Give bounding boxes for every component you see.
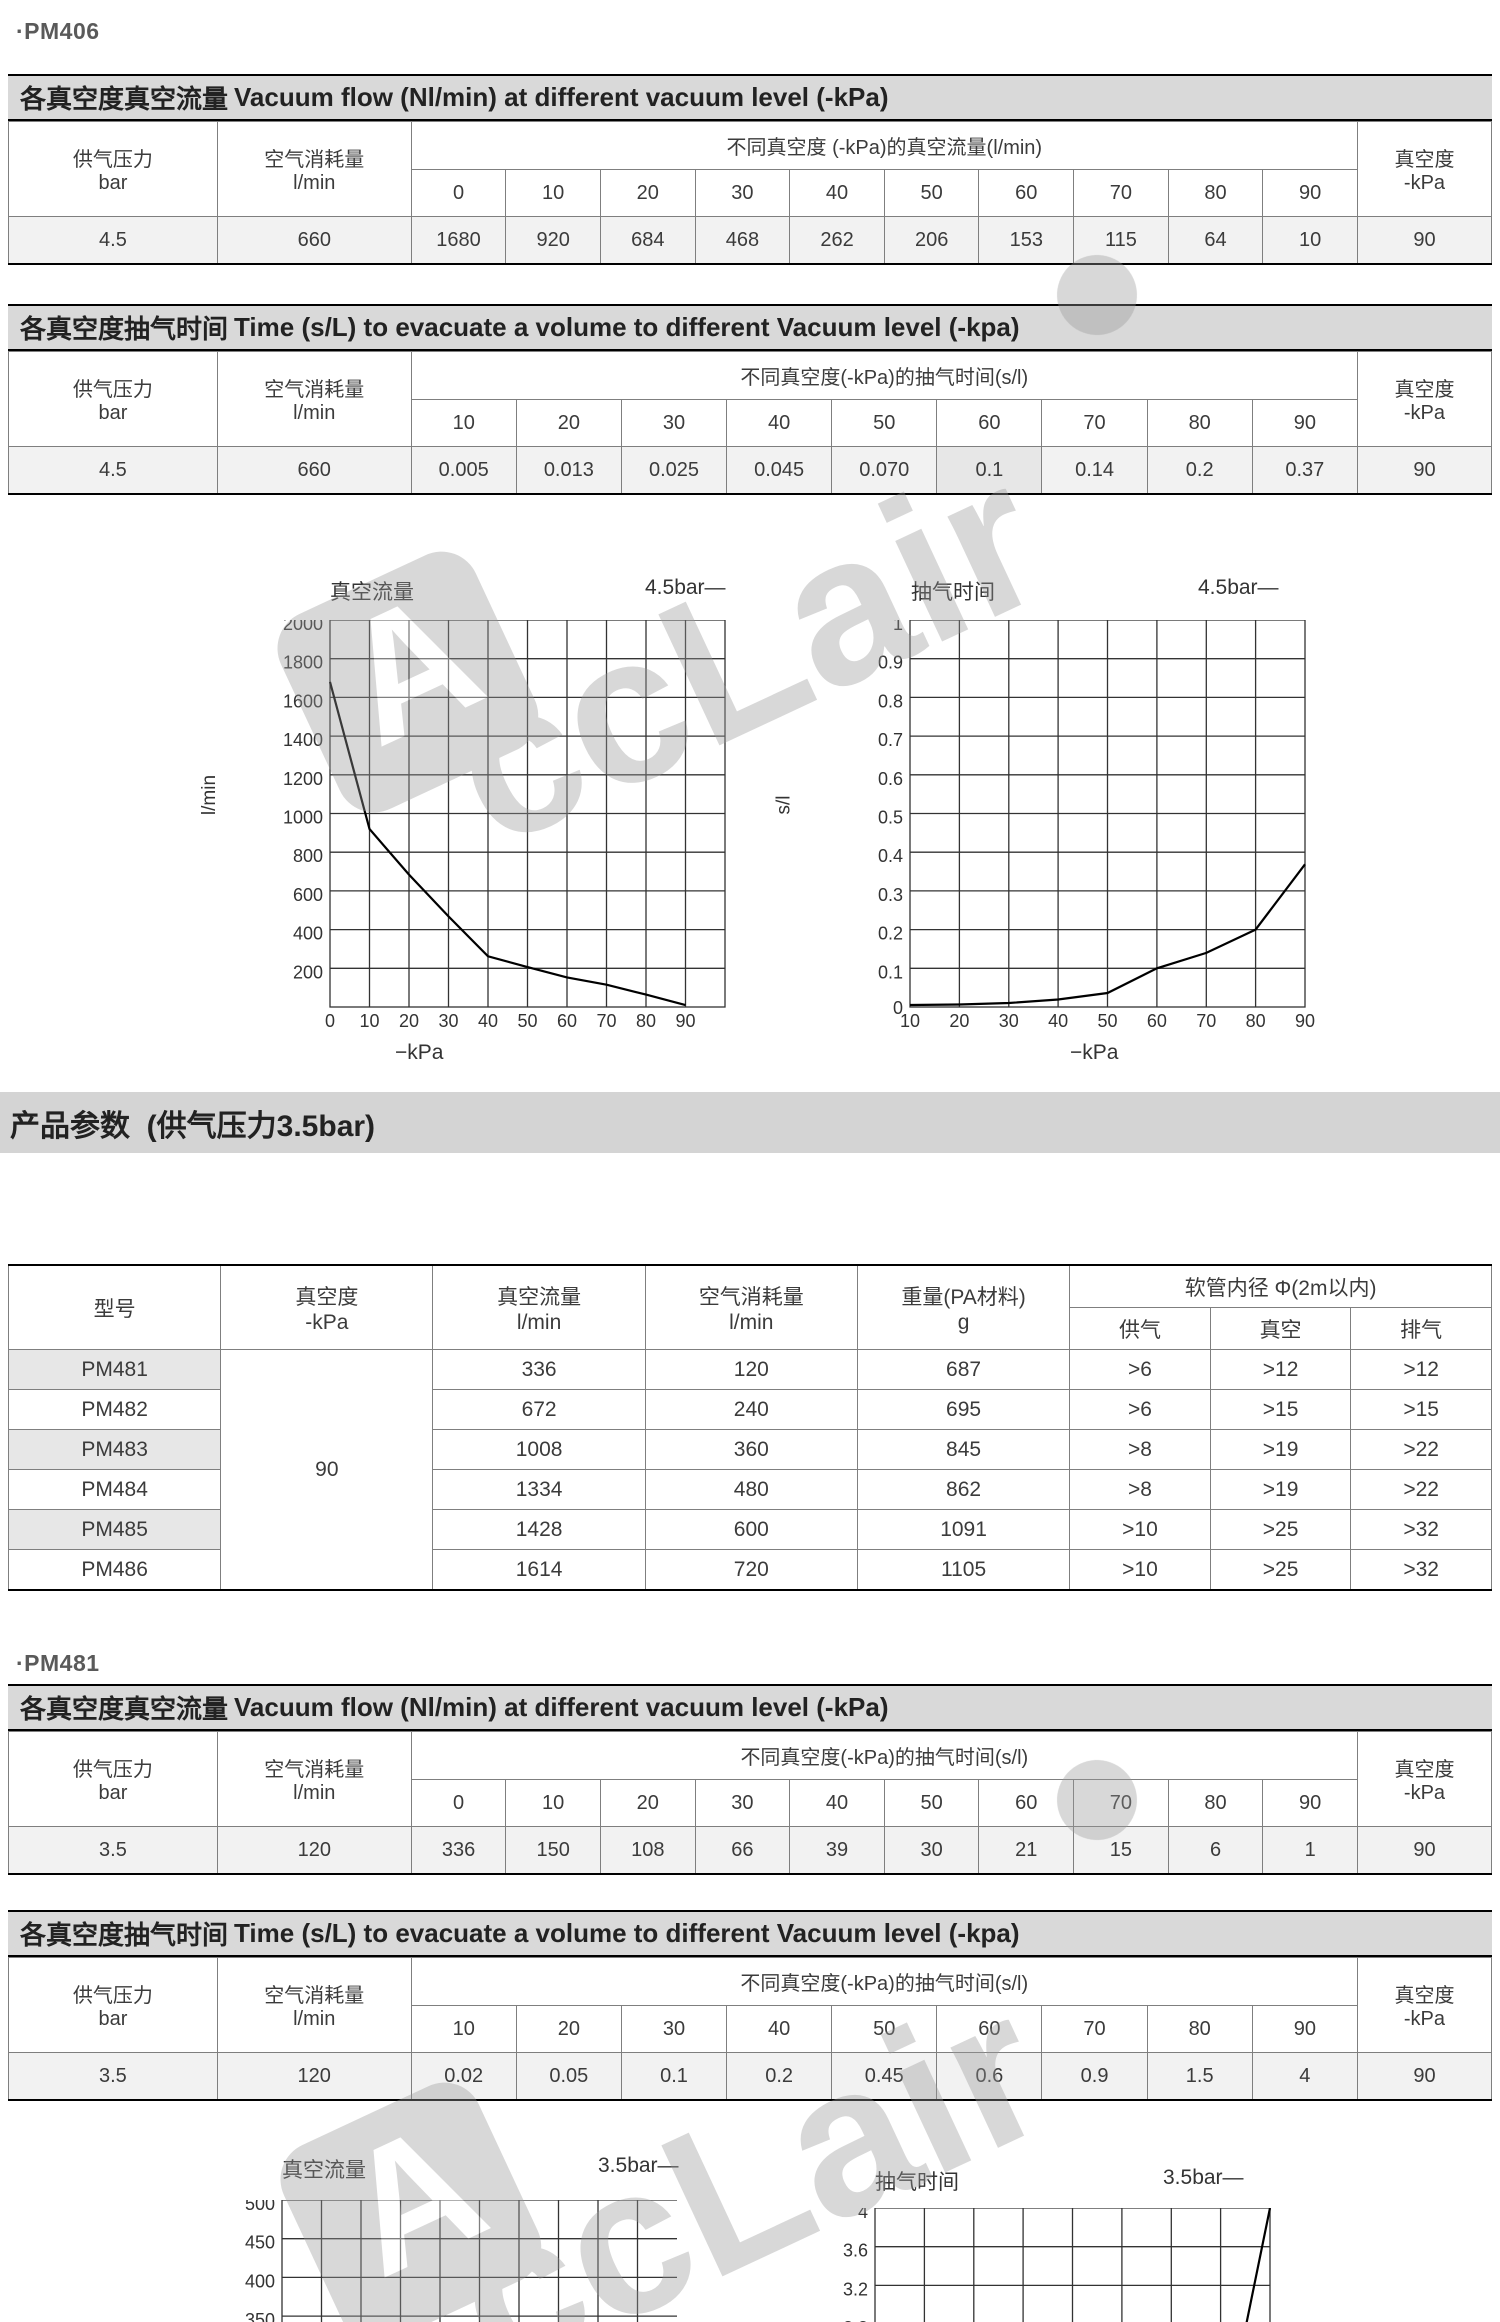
svg-text:1800: 1800 — [283, 653, 323, 673]
svg-text:0.5: 0.5 — [878, 808, 903, 828]
svg-text:80: 80 — [1246, 1011, 1266, 1031]
svg-text:0.4: 0.4 — [878, 846, 903, 866]
svg-text:200: 200 — [293, 962, 323, 982]
svg-text:40: 40 — [1048, 1011, 1068, 1031]
svg-text:0.2: 0.2 — [878, 924, 903, 944]
svg-text:70: 70 — [596, 1011, 616, 1031]
svg-text:3.6: 3.6 — [843, 2241, 868, 2261]
svg-text:350: 350 — [245, 2310, 275, 2322]
svg-text:4: 4 — [858, 2208, 868, 2222]
svg-text:3.2: 3.2 — [843, 2279, 868, 2299]
svg-text:500: 500 — [245, 2200, 275, 2214]
svg-text:0.6: 0.6 — [878, 769, 903, 789]
svg-text:0.3: 0.3 — [878, 885, 903, 905]
svg-text:0.7: 0.7 — [878, 730, 903, 750]
svg-text:450: 450 — [245, 2233, 275, 2253]
svg-text:0.1: 0.1 — [878, 962, 903, 982]
svg-text:1200: 1200 — [283, 769, 323, 789]
svg-text:0: 0 — [325, 1011, 335, 1031]
svg-text:80: 80 — [636, 1011, 656, 1031]
svg-text:400: 400 — [293, 924, 323, 944]
svg-text:400: 400 — [245, 2271, 275, 2291]
svg-text:50: 50 — [517, 1011, 537, 1031]
svg-text:800: 800 — [293, 846, 323, 866]
svg-text:1400: 1400 — [283, 730, 323, 750]
svg-text:2.8: 2.8 — [843, 2318, 868, 2322]
svg-text:600: 600 — [293, 885, 323, 905]
svg-text:20: 20 — [949, 1011, 969, 1031]
svg-text:10: 10 — [359, 1011, 379, 1031]
svg-text:60: 60 — [557, 1011, 577, 1031]
svg-text:0.8: 0.8 — [878, 691, 903, 711]
svg-text:30: 30 — [999, 1011, 1019, 1031]
svg-text:1000: 1000 — [283, 808, 323, 828]
svg-text:30: 30 — [438, 1011, 458, 1031]
svg-text:1: 1 — [893, 620, 903, 634]
svg-text:0.9: 0.9 — [878, 653, 903, 673]
svg-text:1600: 1600 — [283, 691, 323, 711]
svg-text:2000: 2000 — [283, 620, 323, 634]
svg-text:90: 90 — [1295, 1011, 1315, 1031]
svg-text:60: 60 — [1147, 1011, 1167, 1031]
svg-text:10: 10 — [900, 1011, 920, 1031]
svg-text:40: 40 — [478, 1011, 498, 1031]
svg-text:90: 90 — [675, 1011, 695, 1031]
svg-text:70: 70 — [1196, 1011, 1216, 1031]
svg-text:50: 50 — [1097, 1011, 1117, 1031]
svg-text:20: 20 — [399, 1011, 419, 1031]
